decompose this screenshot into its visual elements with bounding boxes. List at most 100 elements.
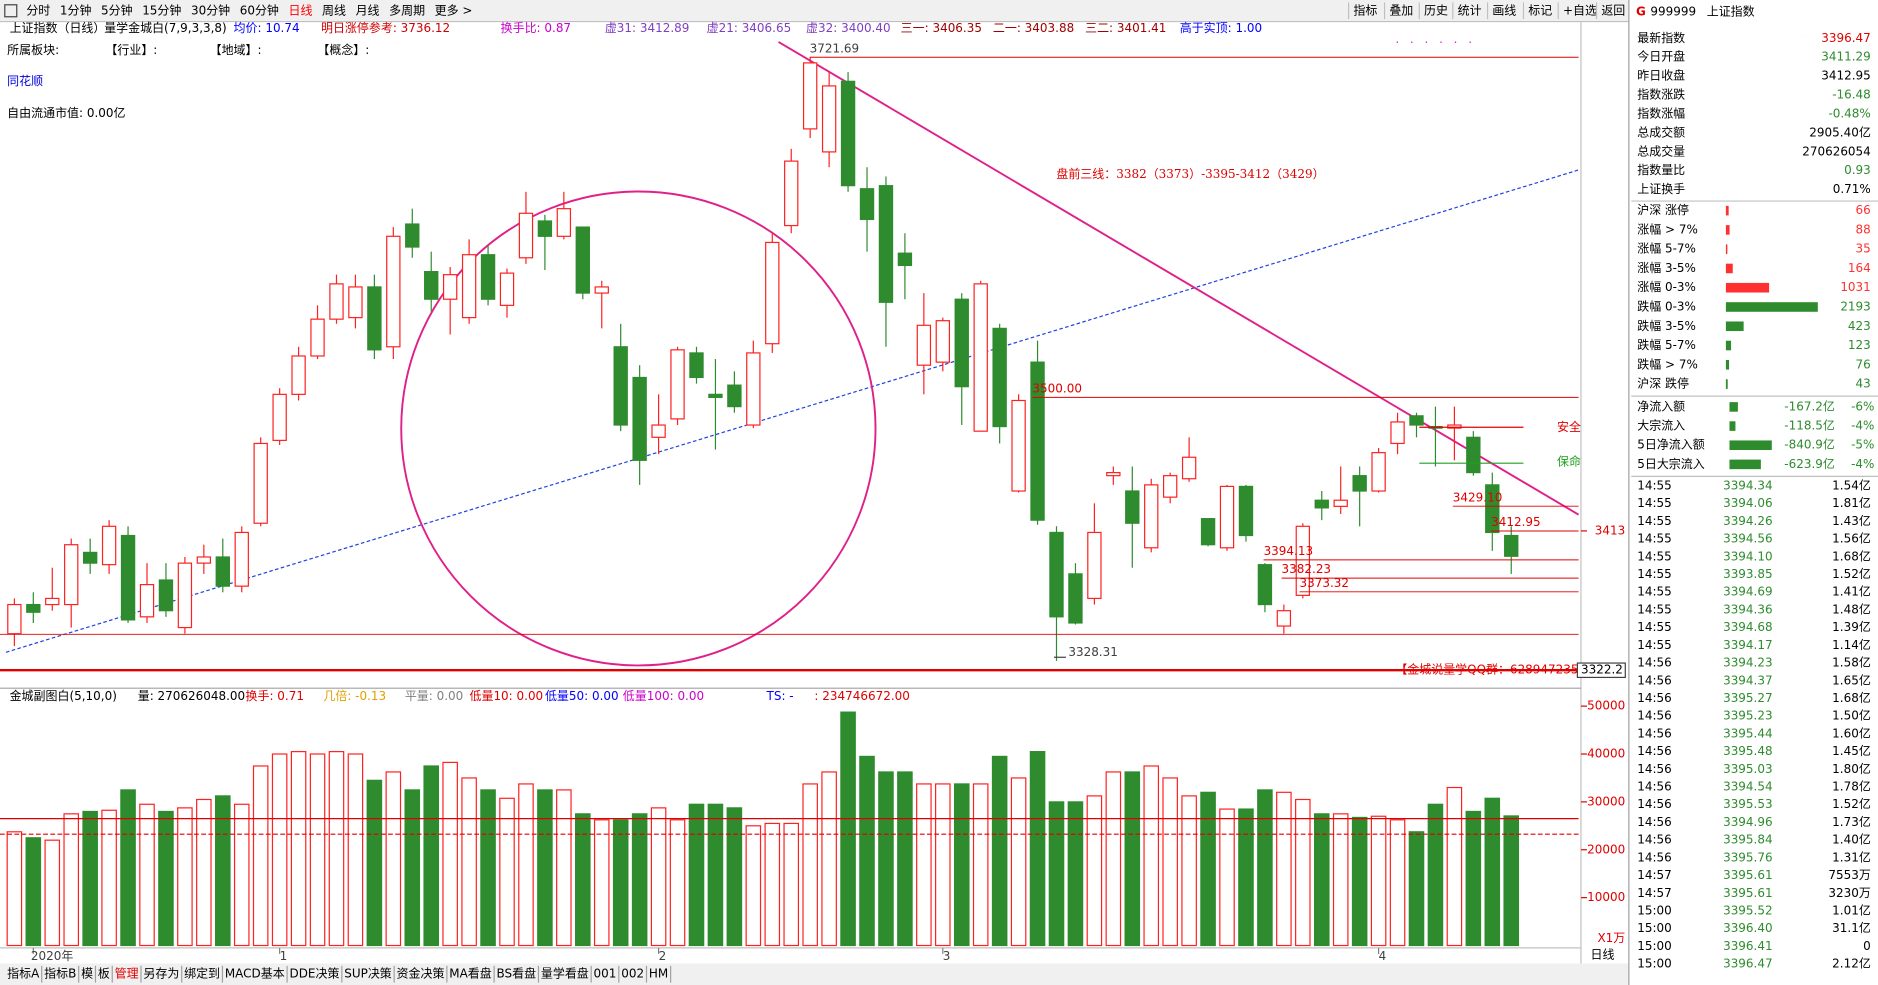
volume-bar — [575, 813, 591, 947]
period-tab[interactable]: 周线 — [322, 3, 346, 17]
stat-label: 指数涨跌 — [1637, 87, 1685, 102]
volume-bar — [1010, 777, 1027, 947]
candle-body — [935, 320, 950, 363]
volume-bar — [650, 807, 667, 947]
volume-info: 量: 270626048.00 — [138, 689, 245, 703]
volume-info: TS: - — [766, 689, 794, 703]
breadth-bar — [1725, 340, 1732, 351]
period-label[interactable]: 日线 — [1591, 948, 1615, 962]
overlay-text: 【地域】: — [210, 43, 262, 57]
bottom-tab[interactable]: 管理 — [115, 966, 139, 981]
bottom-tab[interactable]: HM — [649, 967, 668, 981]
bottom-tab[interactable]: 板 — [98, 967, 110, 981]
period-tab[interactable]: 多周期 — [389, 3, 425, 17]
safe-label: 安全 — [1557, 419, 1581, 434]
tool-button[interactable]: 标记 — [1528, 3, 1552, 17]
candle-body — [461, 254, 477, 319]
trade-amount: 1.01亿 — [1832, 903, 1871, 918]
flow-bar — [1729, 459, 1761, 470]
stat-label: 今日开盘 — [1637, 49, 1685, 64]
bottom-tab[interactable]: MACD基本 — [225, 967, 285, 981]
candle-body — [784, 160, 799, 227]
volume-bar — [1029, 751, 1046, 947]
trade-price: 3395.84 — [1723, 833, 1773, 847]
y-tick-label: 40000 — [1587, 747, 1625, 761]
bottom-tab[interactable]: 002 — [621, 967, 644, 981]
bottom-tab[interactable]: 指标B — [44, 966, 76, 981]
breadth-bar — [1725, 205, 1729, 216]
candle-body — [45, 597, 60, 606]
breadth-value: 43 — [1856, 377, 1871, 391]
breadth-label: 沪深 涨停 — [1637, 202, 1689, 217]
volume-info: 换手: 0.71 — [246, 689, 304, 703]
volume-bar — [177, 807, 193, 947]
tool-button[interactable]: 统计 — [1458, 3, 1482, 17]
period-tab[interactable]: 60分钟 — [240, 2, 279, 17]
period-tab[interactable]: 日线 — [289, 3, 313, 17]
trade-price: 3394.06 — [1723, 496, 1773, 510]
bottom-tab[interactable]: 资金决策 — [397, 966, 445, 981]
tool-button[interactable]: 历史 — [1424, 3, 1448, 17]
volume-bar — [1484, 797, 1501, 947]
toolbar-bg — [0, 0, 1629, 22]
tool-button[interactable]: 返回 — [1601, 3, 1625, 17]
trade-price: 3394.26 — [1723, 514, 1773, 528]
tool-button[interactable]: 叠加 — [1389, 3, 1413, 17]
bottom-tab[interactable]: 量学看盘 — [541, 966, 589, 981]
trade-time: 14:56 — [1637, 797, 1672, 811]
candle-body — [992, 327, 1007, 428]
period-tab[interactable]: 1分钟 — [60, 2, 92, 17]
volume-bar — [44, 839, 61, 947]
volume-bar — [707, 803, 724, 947]
breadth-value: 164 — [1848, 261, 1871, 275]
bottom-tab[interactable]: 模 — [81, 967, 93, 981]
period-tab[interactable]: 5分钟 — [101, 2, 133, 17]
candle-body — [386, 235, 401, 348]
volume-bar — [196, 798, 212, 947]
trade-amount: 31.1亿 — [1832, 920, 1871, 935]
period-tab[interactable]: 月线 — [356, 3, 380, 17]
trade-price: 3394.54 — [1723, 780, 1773, 794]
trade-amount: 1.41亿 — [1832, 584, 1871, 599]
breadth-bar — [1725, 302, 1818, 312]
bottom-tab[interactable]: BS看盘 — [497, 966, 537, 981]
bottom-tab[interactable]: DDE决策 — [289, 967, 339, 981]
bottom-tab[interactable]: 绑定到 — [184, 966, 220, 981]
info-item: 虚31: 3412.89 — [605, 21, 690, 35]
trade-price: 3395.76 — [1723, 850, 1773, 864]
overlay-text: 所属板块: — [7, 43, 59, 57]
bottom-tab[interactable]: 另存为 — [143, 967, 179, 981]
bottom-tab[interactable]: 001 — [594, 967, 617, 981]
candle-body — [1276, 610, 1292, 627]
trade-amount: 1.39亿 — [1832, 619, 1871, 634]
trade-time: 14:55 — [1637, 585, 1672, 599]
period-tab[interactable]: 30分钟 — [191, 2, 230, 17]
menu-icon[interactable] — [4, 4, 18, 18]
volume-bar — [120, 789, 136, 947]
candle-body — [973, 283, 988, 432]
level-label: 3373.32 — [1300, 576, 1350, 590]
stat-label: 上证换手 — [1637, 182, 1685, 196]
trade-time: 14:57 — [1637, 868, 1672, 882]
volume-bar — [991, 755, 1008, 947]
bottom-tab[interactable]: MA看盘 — [449, 966, 491, 981]
trade-time: 15:00 — [1637, 921, 1672, 935]
trade-time: 14:55 — [1637, 567, 1672, 581]
bottom-tab[interactable]: 指标A — [7, 966, 40, 981]
tool-button[interactable]: +自选 — [1563, 3, 1597, 17]
unit-label: X1万 — [1597, 931, 1625, 945]
breadth-value: 1031 — [1840, 280, 1870, 294]
tool-button[interactable]: 画线 — [1492, 3, 1516, 17]
tool-button[interactable]: 指标 — [1353, 2, 1377, 17]
candle-body — [802, 62, 818, 130]
trade-time: 14:56 — [1637, 691, 1672, 705]
trade-amount: 1.81亿 — [1832, 495, 1871, 510]
period-tab[interactable]: 15分钟 — [142, 2, 181, 17]
bottom-tab[interactable]: SUP决策 — [344, 967, 392, 981]
candle-body — [916, 324, 932, 366]
stat-label: 指数量比 — [1637, 162, 1685, 177]
period-tab[interactable]: 分时 — [26, 3, 50, 17]
breadth-value: 2193 — [1840, 299, 1870, 313]
period-tab[interactable]: 更多 > — [435, 3, 473, 17]
